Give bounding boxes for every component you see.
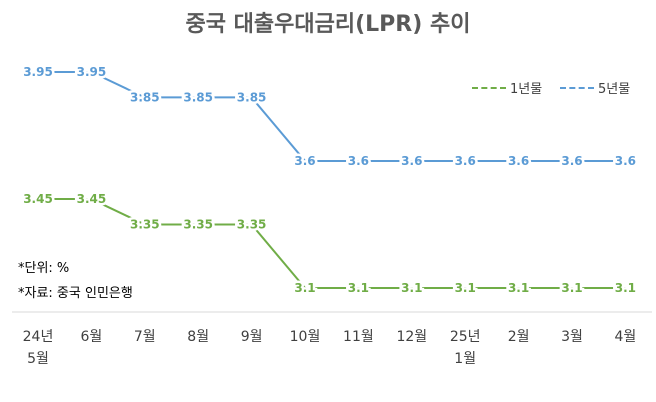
series-5y-segment [90,71,146,99]
legend-item-1y: 1년물 [472,78,542,97]
legend-label-5y: 5년물 [598,82,631,97]
series-5y-segment [250,96,306,162]
data-label-5y: 3.95 [23,65,53,79]
x-tick-label: 9월 [240,329,263,345]
x-tick-label: 3월 [561,329,583,345]
x-tick-label: 25년 1월 [449,329,481,367]
data-label-5y: 3.6 [348,154,369,168]
data-label-1y: 3.35 [237,217,267,231]
data-label-5y: 3.6 [401,154,422,168]
data-label-5y: 3.6 [615,154,636,168]
data-label-5y: 3.6 [508,154,529,168]
x-tick-label: 6월 [80,329,103,345]
data-label-5y: 3.6 [561,154,582,168]
x-tick-label: 7월 [133,329,156,345]
x-tick-label: 8월 [187,329,210,345]
x-tick-label: 24년 5월 [22,329,54,367]
x-tick-label: 10월 [289,329,321,345]
data-label-5y: 3.85 [183,90,213,104]
data-label-1y: 3.1 [294,281,315,295]
data-label-1y: 3.1 [348,281,369,295]
data-label-1y: 3.1 [561,281,582,295]
source-note: *자료: 중국 인민은행 [18,286,133,301]
x-tick-label: 2월 [507,329,530,345]
legend-swatch-5y [560,86,594,89]
data-label-1y: 3.1 [508,281,529,295]
data-label-1y: 3.1 [615,281,636,295]
data-label-1y: 3.35 [183,217,213,231]
data-label-5y: 3.6 [294,154,315,168]
data-label-5y: 3.6 [455,154,476,168]
data-label-1y: 3.45 [77,192,107,206]
data-label-5y: 3.85 [130,90,160,104]
unit-note: *단위: % [18,261,70,276]
data-label-5y: 3.85 [237,90,267,104]
legend-item-5y: 5년물 [560,78,630,97]
series-1y-segment [90,198,146,226]
data-label-1y: 3.35 [130,217,160,231]
legend-label-1y: 1년물 [510,82,543,97]
data-label-1y: 3.1 [455,281,476,295]
data-label-5y: 3.95 [77,65,107,79]
data-label-1y: 3.1 [401,281,422,295]
series-1y-segment [250,223,306,289]
x-tick-label: 11월 [343,329,374,345]
data-label-1y: 3.45 [23,192,53,206]
legend-swatch-1y [472,86,506,89]
x-tick-label: 4월 [614,329,637,345]
chart-title: 중국 대출우대금리(LPR) 추이 [185,12,471,37]
x-tick-label: 12월 [396,329,428,345]
